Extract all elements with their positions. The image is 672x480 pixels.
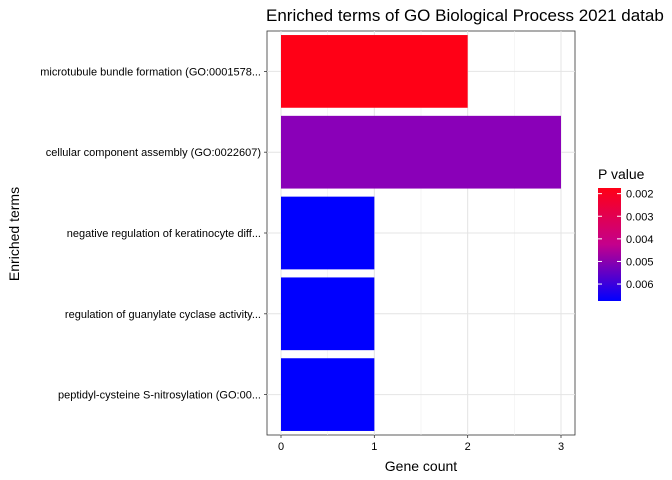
bar [281,277,375,351]
legend-title: P value [598,166,645,182]
bar [281,358,375,431]
legend-tick-label: 0.002 [626,189,654,201]
x-axis-title: Gene count [385,458,457,474]
y-axis-title: Enriched terms [6,187,22,281]
y-tick-label: cellular component assembly (GO:0022607) [46,147,261,159]
y-axis: microtubule bundle formation (GO:0001578… [40,66,267,402]
x-tick-label: 0 [278,441,284,453]
legend-tick-label: 0.005 [626,256,654,268]
x-axis: 0 1 2 3 [278,435,564,453]
legend-ticks: 0.002 0.003 0.004 0.005 0.006 [598,189,654,291]
plot-area: microtubule bundle formation (GO:0001578… [40,30,576,453]
legend-tick-label: 0.003 [626,211,654,223]
y-tick-label: regulation of guanylate cyclase activity… [65,309,261,321]
legend-tick-label: 0.004 [626,234,654,246]
legend-tick-label: 0.006 [626,279,654,291]
chart-title: Enriched terms of GO Biological Process … [266,6,664,25]
y-tick-label: peptidyl-cysteine S-nitrosylation (GO:00… [58,390,261,402]
bar [281,196,375,270]
x-tick-label: 1 [371,441,377,453]
bars [281,35,561,431]
x-tick-label: 3 [558,441,564,453]
x-tick-label: 2 [465,441,471,453]
y-tick-label: microtubule bundle formation (GO:0001578… [40,66,261,78]
bar [281,115,561,189]
legend-colorbar [598,188,621,301]
y-tick-label: negative regulation of keratinocyte diff… [67,228,261,240]
legend: P value 0.002 0.003 0.004 0.005 0.006 [598,166,654,301]
bar [281,35,468,108]
